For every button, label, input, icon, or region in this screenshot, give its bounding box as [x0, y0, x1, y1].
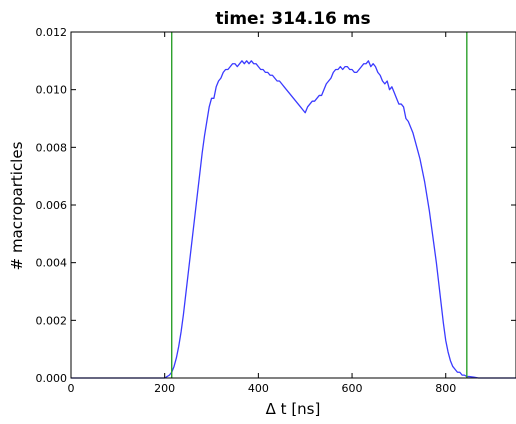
y-tick-label-6: 0.012 [36, 26, 68, 39]
y-tick-label-5: 0.010 [36, 84, 68, 97]
x-tick-label-0: 0 [68, 382, 75, 395]
y-tick-label-1: 0.002 [36, 314, 68, 327]
y-axis-label: # macroparticles [8, 141, 26, 270]
x-tick-label-4: 800 [435, 382, 456, 395]
y-tick-label-4: 0.008 [36, 141, 68, 154]
y-tick-label-0: 0.000 [36, 372, 68, 385]
x-tick-label-1: 200 [154, 382, 175, 395]
x-axis-label: Δ t [ns] [266, 400, 321, 418]
chart-title: time: 314.16 ms [215, 9, 370, 29]
y-tick-label-3: 0.006 [36, 199, 68, 212]
x-tick-label-2: 400 [248, 382, 269, 395]
x-tick-label-3: 600 [342, 382, 363, 395]
y-tick-label-2: 0.004 [36, 257, 68, 270]
